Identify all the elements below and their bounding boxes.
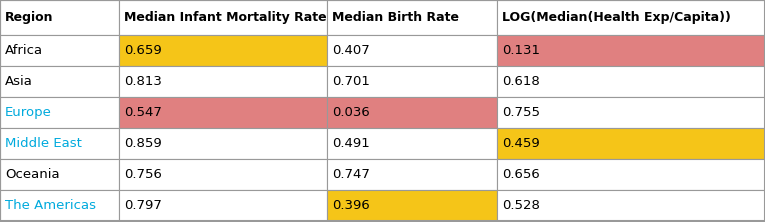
Text: Region: Region: [5, 11, 54, 24]
Bar: [119, 190, 327, 221]
Bar: [497, 35, 765, 66]
Text: 0.396: 0.396: [332, 199, 369, 212]
Text: Europe: Europe: [5, 106, 52, 119]
Bar: [497, 97, 765, 128]
Text: 0.618: 0.618: [502, 75, 540, 88]
Text: 0.459: 0.459: [502, 137, 540, 150]
Text: 0.036: 0.036: [332, 106, 369, 119]
Text: Median Infant Mortality Rate: Median Infant Mortality Rate: [124, 11, 327, 24]
Bar: [327, 128, 497, 159]
Bar: [497, 128, 765, 159]
Text: 0.659: 0.659: [124, 44, 161, 57]
Text: 0.656: 0.656: [502, 168, 540, 181]
Bar: [327, 190, 497, 221]
Text: 0.859: 0.859: [124, 137, 161, 150]
Text: 0.491: 0.491: [332, 137, 369, 150]
Bar: [327, 0, 497, 35]
Bar: [119, 35, 327, 66]
Bar: [497, 190, 765, 221]
Bar: [0, 0, 119, 35]
Text: Africa: Africa: [5, 44, 43, 57]
Text: Asia: Asia: [5, 75, 33, 88]
Text: 0.547: 0.547: [124, 106, 162, 119]
Bar: [119, 128, 327, 159]
Bar: [327, 97, 497, 128]
Text: 0.131: 0.131: [502, 44, 540, 57]
Bar: [497, 0, 765, 35]
Bar: [327, 66, 497, 97]
Text: 0.528: 0.528: [502, 199, 540, 212]
Bar: [119, 159, 327, 190]
Text: 0.797: 0.797: [124, 199, 162, 212]
Text: 0.747: 0.747: [332, 168, 369, 181]
Text: Median Birth Rate: Median Birth Rate: [332, 11, 459, 24]
Bar: [327, 159, 497, 190]
Bar: [497, 159, 765, 190]
Bar: [0, 159, 119, 190]
Bar: [327, 35, 497, 66]
Bar: [0, 97, 119, 128]
Bar: [119, 97, 327, 128]
Text: 0.407: 0.407: [332, 44, 369, 57]
Bar: [119, 66, 327, 97]
Bar: [0, 190, 119, 221]
Text: Middle East: Middle East: [5, 137, 82, 150]
Text: Oceania: Oceania: [5, 168, 60, 181]
Text: 0.701: 0.701: [332, 75, 369, 88]
Text: The Americas: The Americas: [5, 199, 96, 212]
Bar: [119, 0, 327, 35]
Text: 0.756: 0.756: [124, 168, 162, 181]
Bar: [497, 66, 765, 97]
Bar: [0, 128, 119, 159]
Bar: [0, 35, 119, 66]
Text: 0.755: 0.755: [502, 106, 540, 119]
Text: LOG(Median(Health Exp/Capita)): LOG(Median(Health Exp/Capita)): [502, 11, 731, 24]
Text: 0.813: 0.813: [124, 75, 162, 88]
Bar: [0, 66, 119, 97]
